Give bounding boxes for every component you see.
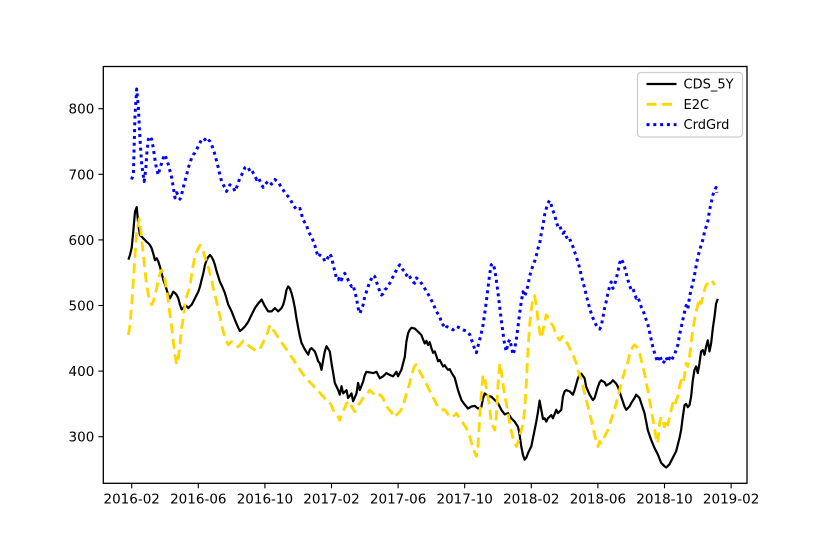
x-tick-label: 2018-02 [503, 491, 559, 507]
x-tick-label: 2018-10 [636, 491, 692, 507]
x-tick-label: 2017-06 [370, 491, 426, 507]
series-line-CrdGrd [130, 87, 719, 365]
x-tick-label: 2017-10 [436, 491, 492, 507]
x-tick-label: 2019-02 [703, 491, 759, 507]
x-tick-label: 2016-02 [103, 491, 159, 507]
y-tick-label: 600 [69, 233, 95, 249]
x-tick-label: 2016-10 [237, 491, 293, 507]
x-tick-label: 2017-02 [303, 491, 359, 507]
legend-label-CDS_5Y: CDS_5Y [684, 78, 734, 93]
legend-label-E2C: E2C [684, 98, 710, 113]
y-tick-label: 700 [69, 167, 95, 183]
series-line-E2C [127, 217, 716, 458]
y-tick-label: 400 [69, 364, 95, 380]
x-tick-label: 2018-06 [570, 491, 626, 507]
series-line-CDS_5Y [127, 206, 719, 469]
y-tick-label: 300 [69, 430, 95, 446]
y-tick-label: 800 [69, 102, 95, 118]
legend-label-CrdGrd: CrdGrd [684, 118, 730, 133]
axes-frame [102, 65, 748, 484]
legend-box [636, 71, 744, 138]
x-tick-label: 2016-06 [170, 491, 226, 507]
y-tick-label: 500 [69, 299, 95, 315]
